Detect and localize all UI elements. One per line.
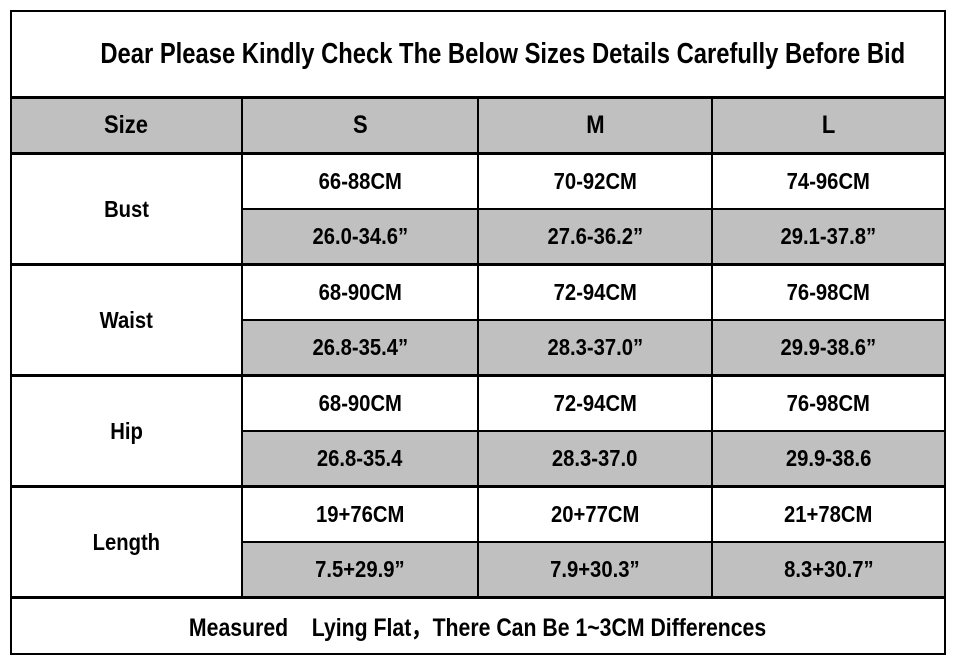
cell-waist-s-cm: 68-90CM (241, 263, 479, 321)
hip-cm-row: Hip 68-90CM 72-94CM 76-98CM (10, 374, 947, 488)
cell-hip-l-inch: 29.9-38.6 (710, 430, 947, 488)
waist-cm-row: Waist 68-90CM 72-94CM 76-98CM (10, 263, 947, 377)
cell-waist-l-inch: 29.9-38.6” (710, 319, 947, 377)
cell-hip-s-cm: 68-90CM (241, 374, 479, 432)
footer-row: Measured Lying Flat，There Can Be 1~3CM D… (9, 596, 947, 655)
title-row: Dear Please Kindly Check The Below Sizes… (9, 10, 947, 99)
cell-waist-m-cm: 72-94CM (477, 263, 713, 321)
cell-bust-s-inch: 26.0-34.6” (241, 208, 479, 266)
length-cm-row: Length 19+76CM 20+77CM 21+78CM (10, 485, 947, 599)
cell-hip-s-inch: 26.8-35.4 (241, 430, 479, 488)
cell-length-m-cm: 20+77CM (477, 485, 713, 543)
cell-bust-m-cm: 70-92CM (477, 152, 713, 210)
cell-length-s-cm: 19+76CM (241, 485, 479, 543)
col-header-m: M (477, 96, 713, 155)
cell-length-l-cm: 21+78CM (710, 485, 947, 543)
row-label-waist: Waist (10, 263, 243, 377)
size-chart-table: Dear Please Kindly Check The Below Sizes… (9, 10, 947, 655)
cell-waist-s-inch: 26.8-35.4” (241, 319, 479, 377)
cell-hip-l-cm: 76-98CM (710, 374, 947, 432)
cell-hip-m-cm: 72-94CM (477, 374, 713, 432)
header-row: Size S M L (10, 96, 947, 155)
row-label-length: Length (10, 485, 243, 599)
measure-note: Measured Lying Flat，There Can Be 1~3CM D… (9, 596, 947, 655)
page-title: Dear Please Kindly Check The Below Sizes… (9, 10, 947, 99)
length-inch-row: 7.5+29.9” 7.9+30.3” 8.3+30.7” (11, 541, 947, 599)
page-title-text: Dear Please Kindly Check The Below Sizes… (100, 37, 906, 70)
bust-cm-row: Bust 66-88CM 70-92CM 74-96CM (10, 152, 947, 266)
bust-inch-row: 26.0-34.6” 27.6-36.2” 29.1-37.8” (11, 208, 947, 266)
row-label-bust: Bust (10, 152, 243, 266)
cell-waist-l-cm: 76-98CM (710, 263, 947, 321)
cell-bust-s-cm: 66-88CM (241, 152, 479, 210)
hip-inch-row: 26.8-35.4 28.3-37.0 29.9-38.6 (11, 430, 947, 488)
measure-note-text: Measured Lying Flat，There Can Be 1~3CM D… (189, 614, 767, 642)
cell-length-l-inch: 8.3+30.7” (710, 541, 947, 599)
waist-inch-row: 26.8-35.4” 28.3-37.0” 29.9-38.6” (11, 319, 947, 377)
cell-bust-l-cm: 74-96CM (710, 152, 947, 210)
col-header-s: S (241, 96, 479, 155)
cell-waist-m-inch: 28.3-37.0” (477, 319, 713, 377)
cell-bust-l-inch: 29.1-37.8” (710, 208, 947, 266)
col-header-size: Size (10, 96, 243, 155)
cell-bust-m-inch: 27.6-36.2” (477, 208, 713, 266)
cell-length-s-inch: 7.5+29.9” (241, 541, 479, 599)
cell-length-m-inch: 7.9+30.3” (477, 541, 713, 599)
col-header-l: L (710, 96, 947, 155)
row-label-hip: Hip (10, 374, 243, 488)
cell-hip-m-inch: 28.3-37.0 (477, 430, 713, 488)
